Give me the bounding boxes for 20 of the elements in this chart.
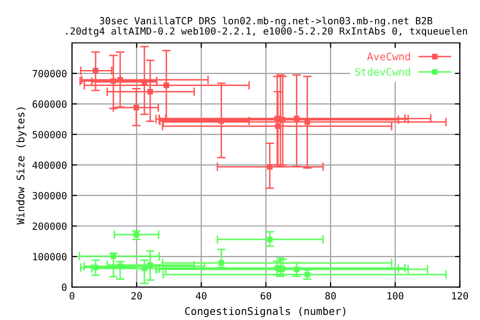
x-tick-label: 60	[260, 292, 272, 300]
x-tick-label: 120	[452, 292, 468, 300]
y-axis-title: Window Size (bytes)	[16, 108, 26, 225]
x-tick-label: 20	[132, 292, 142, 300]
y-tick-label: 700000	[32, 70, 67, 78]
x-axis-title: CongestionSignals (number)	[185, 306, 346, 318]
y-tick-label: 400000	[32, 161, 67, 169]
chart-title: 30sec VanillaTCP DRS lon02.mb-ng.net->lon03.mb-ng.net B2B .20dtg4 altAIMD-0.2 web100-2.2.1, e1000-5.2.20 RxIntAbs 0, txqueuelen	[66, 16, 467, 37]
x-tick-label: 80	[325, 292, 336, 300]
x-tick-label: 40	[196, 292, 207, 300]
y-tick-label: 500000	[32, 130, 67, 138]
y-tick-label: 0	[62, 284, 67, 291]
y-tick-label: 200000	[32, 222, 67, 230]
y-tick-label: 100000	[33, 253, 67, 260]
legend-label: AveCwnd	[367, 52, 410, 60]
y-tick-label: 300000	[32, 192, 67, 200]
x-tick-label: 100	[388, 292, 404, 300]
x-tick-label: 0	[70, 292, 74, 300]
y-tick-label: 600000	[32, 100, 67, 108]
legend-label: StdevCwnd	[355, 68, 410, 76]
